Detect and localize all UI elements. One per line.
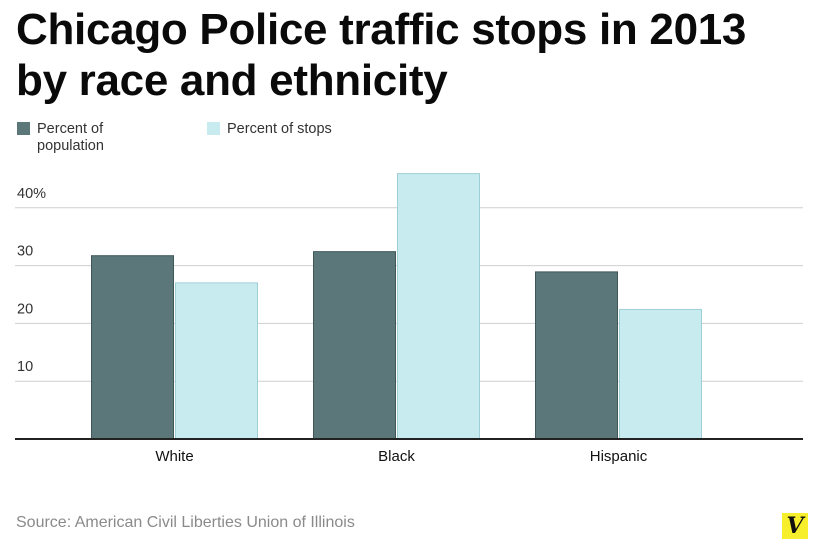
legend-swatch-population (17, 122, 30, 135)
legend-swatch-stops (207, 122, 220, 135)
x-tick-label-black: Black (378, 448, 415, 465)
vox-logo: V (782, 513, 808, 539)
bar-hispanic-stops (619, 308, 702, 440)
y-tick-label-40: 40% (17, 186, 46, 202)
source-note: Source: American Civil Liberties Union o… (16, 514, 355, 531)
chart-title: Chicago Police traffic stops in 2013 by … (16, 5, 747, 105)
legend-label-population: Percent of population (37, 121, 104, 154)
bar-black-stops (397, 173, 480, 440)
bar-white-population (91, 255, 174, 440)
bar-hispanic-population (535, 271, 618, 440)
y-tick-label-20: 20 (17, 301, 33, 317)
legend-label-stops: Percent of stops (227, 121, 332, 137)
y-tick-label-10: 10 (17, 359, 33, 375)
bar-black-population (313, 251, 396, 440)
x-tick-label-hispanic: Hispanic (590, 448, 648, 465)
bar-white-stops (175, 282, 258, 440)
x-tick-label-white: White (155, 448, 193, 465)
y-tick-label-30: 30 (17, 244, 33, 260)
